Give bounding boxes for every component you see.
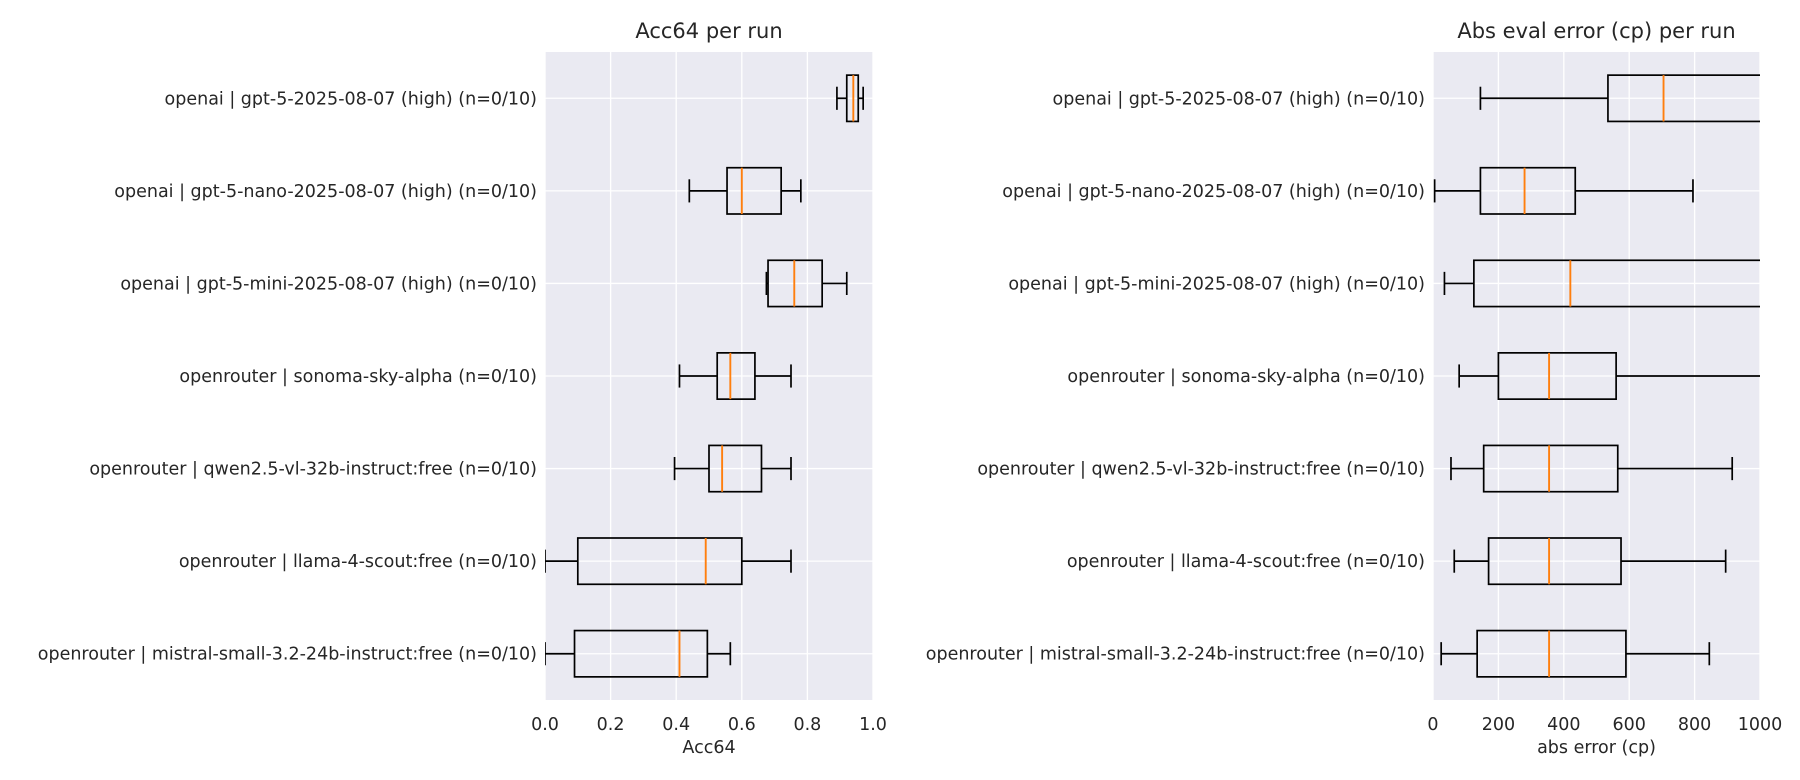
boxes-group: [545, 74, 865, 678]
y-tick-label: openai | gpt-5-2025-08-07 (high) (n=0/10…: [1053, 89, 1425, 109]
iqr-box: [1479, 166, 1577, 215]
y-tick-label: openrouter | qwen2.5-vl-32b-instruct:fre…: [977, 460, 1425, 480]
x-tick-label: 0.0: [531, 715, 559, 735]
iqr-box: [1482, 444, 1619, 493]
y-tick-label: openai | gpt-5-nano-2025-08-07 (high) (n…: [1002, 182, 1425, 202]
iqr-box: [726, 166, 783, 215]
x-tick-label: 0.8: [793, 715, 821, 735]
y-tick-label: openrouter | qwen2.5-vl-32b-instruct:fre…: [89, 460, 537, 480]
box-0: [1479, 74, 1760, 123]
iqr-box: [1487, 537, 1622, 586]
box-2: [765, 259, 848, 308]
box-3: [1458, 352, 1760, 400]
box-5: [1453, 537, 1727, 586]
iqr-box: [716, 352, 756, 400]
x-tick-label: 400: [1547, 715, 1580, 735]
box-6: [545, 629, 732, 678]
y-tick-label: openai | gpt-5-mini-2025-08-07 (high) (n…: [1008, 274, 1425, 294]
x-tick-label: 0.2: [597, 715, 625, 735]
box-1: [1433, 166, 1694, 215]
box-2: [1443, 259, 1760, 308]
y-tick-label: openai | gpt-5-2025-08-07 (high) (n=0/10…: [165, 89, 537, 109]
x-axis-label: Acc64: [682, 738, 735, 758]
x-axis-label: abs error (cp): [1537, 738, 1656, 758]
chart-title: Abs eval error (cp) per run: [1457, 19, 1735, 43]
iqr-box: [573, 629, 709, 678]
x-tick-label: 0: [1427, 715, 1438, 735]
iqr-box: [1497, 352, 1617, 400]
box-3: [678, 352, 792, 400]
box-5: [545, 537, 792, 586]
box-4: [673, 444, 792, 493]
iqr-box: [576, 537, 743, 586]
iqr-box: [708, 444, 763, 493]
box-0: [836, 74, 865, 123]
x-tick-label: 800: [1678, 715, 1711, 735]
y-tick-label: openrouter | sonoma-sky-alpha (n=0/10): [1067, 367, 1425, 387]
iqr-box: [1476, 629, 1627, 678]
x-tick-label: 1000: [1738, 715, 1783, 735]
box-6: [1440, 629, 1711, 678]
y-tick-label: openrouter | sonoma-sky-alpha (n=0/10): [179, 367, 537, 387]
y-tick-label: openrouter | mistral-small-3.2-24b-instr…: [38, 645, 537, 665]
acc64-boxplot-panel: 0.0 0.2 0.4 0.6 0.8 1.0 openai | gpt-5-2025-08…: [38, 19, 887, 758]
y-tick-label: openrouter | llama-4-scout:free (n=0/10): [1067, 552, 1425, 572]
abs-error-boxplot-panel: 0 200 400 600 800 1000 openai | gpt-5-2025-08-…: [926, 19, 1783, 758]
boxes-group: [1433, 74, 1760, 678]
y-tick-label: openai | gpt-5-nano-2025-08-07 (high) (n…: [114, 182, 537, 202]
y-tick-label: openrouter | mistral-small-3.2-24b-instr…: [926, 645, 1425, 665]
iqr-box: [1473, 259, 1760, 308]
box-4: [1450, 444, 1734, 493]
x-tick-label: 0.4: [662, 715, 690, 735]
x-tick-label: 200: [1482, 715, 1515, 735]
box-1: [688, 166, 802, 215]
x-tick-label: 600: [1612, 715, 1645, 735]
y-tick-label: openai | gpt-5-mini-2025-08-07 (high) (n…: [120, 274, 537, 294]
chart-title: Acc64 per run: [635, 19, 782, 43]
x-tick-label: 1.0: [859, 715, 887, 735]
x-tick-label: 0.6: [728, 715, 756, 735]
y-tick-label: openrouter | llama-4-scout:free (n=0/10): [179, 552, 537, 572]
iqr-box: [1607, 74, 1760, 123]
